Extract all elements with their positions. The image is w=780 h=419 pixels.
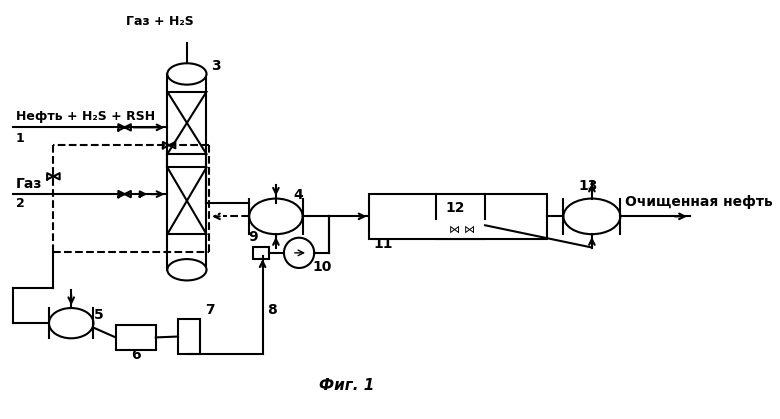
Ellipse shape [563, 199, 620, 234]
Text: 2: 2 [16, 197, 25, 210]
Text: 11: 11 [374, 236, 393, 251]
Bar [168, 74, 207, 270]
Text: 3: 3 [211, 59, 221, 72]
Text: Нефть + H₂S + RSH: Нефть + H₂S + RSH [16, 110, 155, 123]
Ellipse shape [168, 63, 207, 85]
Bar [253, 247, 269, 259]
Text: 7: 7 [204, 303, 215, 317]
Ellipse shape [49, 308, 94, 338]
Ellipse shape [250, 199, 303, 234]
Text: 10: 10 [313, 260, 332, 274]
Text: Очищенная нефть: Очищенная нефть [625, 195, 772, 209]
Bar [370, 194, 548, 238]
Text: 8: 8 [267, 303, 277, 317]
Text: 4: 4 [294, 188, 303, 202]
Text: Газ + H₂S: Газ + H₂S [126, 15, 194, 28]
Text: Газ: Газ [16, 177, 42, 191]
Circle shape [284, 238, 314, 268]
Text: 12: 12 [445, 201, 465, 215]
Text: $\bowtie\bowtie$: $\bowtie\bowtie$ [446, 223, 476, 235]
Text: 9: 9 [248, 230, 258, 244]
Text: 5: 5 [94, 308, 103, 322]
Text: 13: 13 [579, 178, 598, 193]
Bar [436, 219, 485, 238]
Ellipse shape [168, 259, 207, 280]
Bar [115, 325, 156, 350]
Text: 6: 6 [131, 348, 140, 362]
Text: Фиг. 1: Фиг. 1 [320, 378, 375, 393]
Bar [178, 319, 200, 354]
Text: 1: 1 [16, 132, 25, 145]
